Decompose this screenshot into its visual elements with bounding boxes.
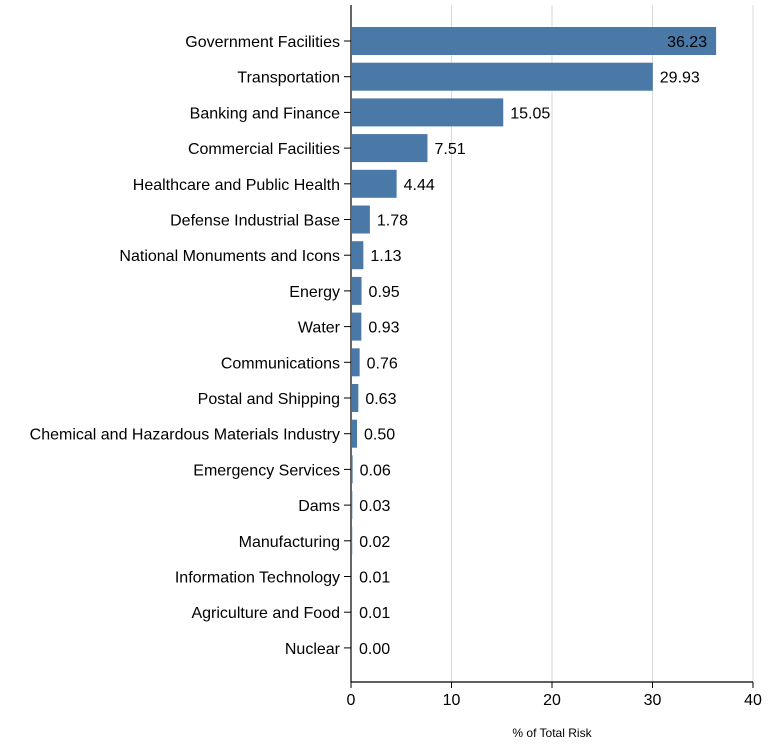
grid-lines (451, 5, 754, 682)
category-label-15: Information Technology (175, 570, 340, 587)
labels: Government Facilities 36.23 Transportation… (30, 34, 762, 709)
category-label-13: Dams (298, 498, 340, 515)
category-label-7: Energy (289, 284, 340, 301)
category-label-14: Manufacturing (239, 534, 340, 551)
x-tick-label-30: 30 (644, 692, 662, 709)
bar-8 (352, 312, 362, 341)
value-label-8: 0.93 (368, 320, 399, 337)
category-label-6: National Monuments and Icons (119, 248, 340, 265)
category-label-0: Government Facilities (185, 34, 340, 51)
category-label-5: Defense Industrial Base (170, 213, 340, 230)
value-label-13: 0.03 (359, 498, 390, 515)
category-label-4: Healthcare and Public Health (133, 177, 340, 194)
value-label-5: 1.78 (377, 213, 408, 230)
bar-2 (352, 98, 504, 127)
bar-10 (352, 384, 359, 412)
bar-4 (352, 169, 397, 198)
value-label-6: 1.13 (370, 248, 401, 265)
x-tick-label-10: 10 (443, 692, 461, 709)
bar-11 (352, 419, 358, 448)
value-label-17: 0.00 (359, 641, 390, 658)
category-label-1: Transportation (237, 70, 340, 87)
value-label-0: 36.23 (667, 34, 707, 51)
axes (344, 5, 754, 688)
bar-7 (352, 276, 362, 305)
category-label-17: Nuclear (285, 641, 341, 658)
category-label-16: Agriculture and Food (191, 605, 340, 622)
value-label-7: 0.95 (369, 284, 400, 301)
value-label-11: 0.50 (364, 427, 395, 444)
value-label-2: 15.05 (510, 105, 550, 122)
x-tick-label-0: 0 (347, 692, 356, 709)
category-label-8: Water (298, 320, 341, 337)
value-label-9: 0.76 (367, 355, 398, 372)
bar-9 (352, 348, 360, 377)
bar-5 (352, 205, 370, 234)
category-label-9: Communications (221, 355, 340, 372)
value-label-10: 0.63 (365, 391, 396, 408)
x-axis-title: % of Total Risk (512, 726, 592, 740)
x-tick-label-20: 20 (543, 692, 561, 709)
category-label-2: Banking and Finance (190, 105, 340, 122)
value-label-15: 0.01 (359, 570, 390, 587)
bar-6 (352, 241, 364, 270)
value-label-4: 4.44 (404, 177, 435, 194)
x-tick-label-40: 40 (744, 692, 762, 709)
value-label-16: 0.01 (359, 605, 390, 622)
category-label-11: Chemical and Hazardous Materials Industr… (30, 427, 340, 444)
bar-12 (352, 455, 353, 484)
value-label-3: 7.51 (434, 141, 465, 158)
bar-1 (352, 62, 653, 91)
category-label-10: Postal and Shipping (198, 391, 340, 408)
bar-3 (352, 134, 428, 163)
category-label-3: Commercial Facilities (188, 141, 340, 158)
bar-0 (352, 27, 717, 55)
value-label-1: 29.93 (660, 70, 700, 87)
category-label-12: Emergency Services (193, 462, 340, 479)
value-label-12: 0.06 (360, 462, 391, 479)
bars (352, 27, 717, 555)
value-label-14: 0.02 (359, 534, 390, 551)
